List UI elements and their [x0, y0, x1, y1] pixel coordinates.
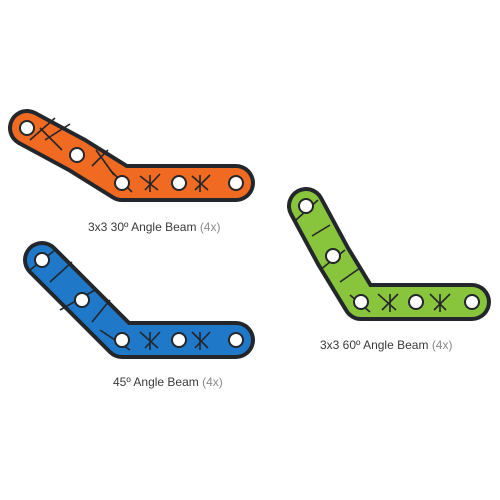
- angle-beam-60-part: [287, 187, 491, 321]
- beam-hole: [74, 292, 90, 308]
- beam-fill: [27, 245, 251, 355]
- angle-beam-45-caption: 45º Angle Beam (4x): [113, 375, 223, 389]
- part-label: 3x3 30º Angle Beam: [88, 220, 197, 234]
- angle-beam-30-part: [8, 109, 255, 202]
- beam-hole: [228, 332, 244, 348]
- beam-hole: [34, 252, 50, 268]
- part-quantity: (4x): [431, 338, 453, 352]
- beam-hole: [298, 198, 314, 214]
- beam-hole: [19, 120, 35, 136]
- part-quantity: (4x): [199, 220, 221, 234]
- part-quantity: (4x): [202, 375, 223, 389]
- part-label: 3x3 60º Angle Beam: [320, 338, 429, 352]
- beam-hole: [69, 147, 85, 163]
- beam-hole: [353, 294, 369, 310]
- beam-hole: [464, 294, 480, 310]
- angle-beam-30-caption: 3x3 30º Angle Beam (4x): [88, 220, 220, 234]
- angle-beam-45-part: [23, 241, 255, 359]
- part-label: 45º Angle Beam: [113, 375, 199, 389]
- beam-hole: [171, 175, 187, 191]
- beam-hole: [325, 248, 341, 264]
- beam-hole: [171, 332, 187, 348]
- beam-hole: [228, 175, 244, 191]
- angle-beam-60-caption: 3x3 60º Angle Beam (4x): [320, 338, 452, 352]
- beam-fill: [12, 113, 251, 198]
- beam-hole: [408, 294, 424, 310]
- beam-hole: [114, 332, 130, 348]
- beam-hole: [114, 175, 130, 191]
